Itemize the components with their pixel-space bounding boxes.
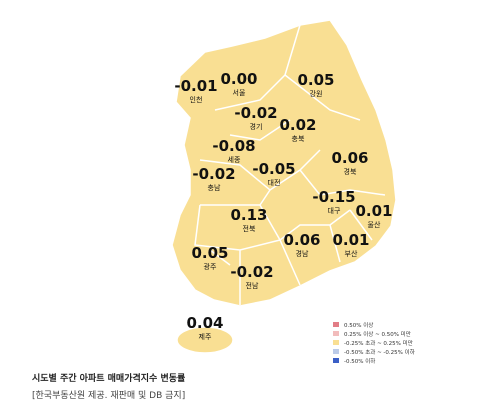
legend-label: 0.25% 이상 ~ 0.50% 미만	[344, 330, 411, 338]
region-value: 0.05	[297, 71, 334, 89]
region-name: 전남	[246, 281, 259, 290]
region-value: 0.06	[283, 231, 320, 249]
map	[171, 19, 397, 354]
region-name: 제주	[199, 333, 212, 341]
caption-source: [한국부동산원 제공. 재판매 및 DB 금지]	[32, 389, 185, 401]
region-value: -0.02	[234, 104, 277, 122]
region-value: 0.05	[191, 244, 228, 262]
region-value: 0.00	[220, 70, 257, 88]
legend-swatch	[333, 322, 339, 327]
region-name: 대구	[328, 207, 341, 215]
region-name: 부산	[345, 249, 358, 258]
region-value: -0.02	[230, 263, 273, 281]
region-name: 대전	[268, 178, 281, 187]
region-value: -0.15	[312, 188, 355, 206]
legend-swatch	[333, 340, 339, 345]
region-value: 0.06	[331, 149, 368, 167]
region-value: 0.02	[279, 116, 316, 134]
region-value: -0.02	[192, 165, 235, 183]
legend-swatch	[333, 349, 339, 354]
legend-label: -0.25% 초과 ~ 0.25% 미만	[344, 339, 413, 347]
region-value: 0.01	[355, 202, 392, 220]
region-value: -0.05	[252, 160, 295, 178]
region-value: 0.13	[230, 206, 267, 224]
region-value: -0.08	[212, 137, 255, 155]
region-name: 강원	[310, 89, 323, 98]
caption-title: 시도별 주간 아파트 매매가격지수 변동률	[32, 372, 185, 384]
region-name: 경기	[250, 122, 263, 131]
legend-label: 0.50% 이상	[344, 321, 373, 329]
region-name: 경북	[344, 167, 357, 176]
region-name: 경남	[296, 249, 309, 258]
borders	[194, 24, 386, 305]
region-name: 전북	[243, 224, 256, 233]
region-name: 충북	[292, 134, 305, 143]
region-name: 울산	[368, 220, 381, 229]
legend-label: -0.50% 초과 ~ -0.25% 이하	[344, 348, 415, 356]
region-value: 0.04	[186, 314, 223, 332]
legend-swatch	[333, 358, 339, 363]
region-name: 서울	[233, 88, 246, 97]
legend-label: -0.50% 이하	[344, 357, 375, 365]
region-name: 세종	[228, 155, 241, 164]
mainland	[171, 19, 397, 307]
legend-swatch	[333, 331, 339, 336]
region-value: 0.01	[332, 231, 369, 249]
region-value: -0.01	[174, 77, 217, 95]
jeju	[176, 326, 234, 354]
region-name: 인천	[190, 95, 203, 104]
region-name: 광주	[204, 263, 217, 271]
region-name: 충남	[208, 183, 221, 192]
